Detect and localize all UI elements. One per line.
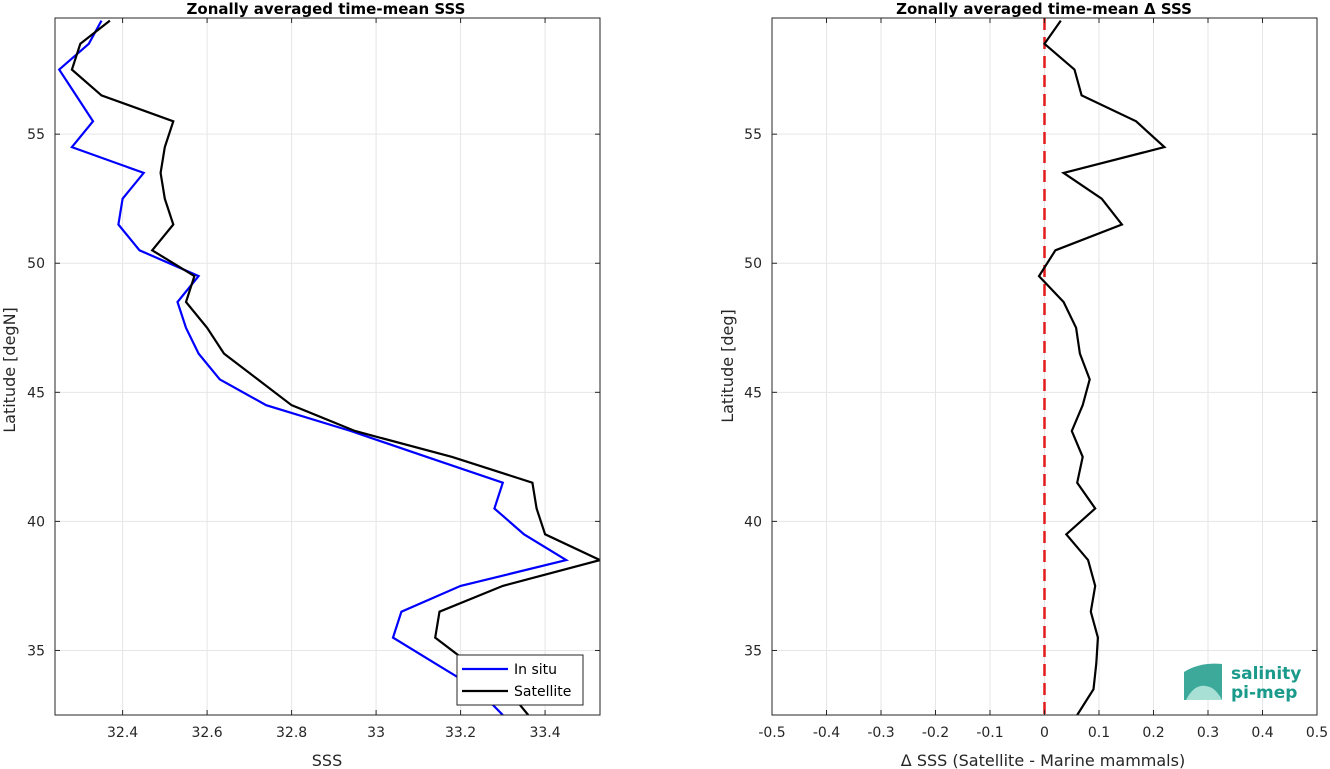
right-x-tick-label: -0.5 (758, 725, 785, 741)
right-x-tick-label: -0.2 (922, 725, 949, 741)
left-line-in-situ (57, 20, 570, 715)
left-y-tick-label: 55 (27, 127, 45, 143)
right-x-tick-label: -0.1 (976, 725, 1003, 741)
right-x-tick-label: -0.3 (867, 725, 894, 741)
left-y-tick-label: 45 (27, 385, 45, 401)
right-x-tick-label: -0.4 (813, 725, 840, 741)
right-y-tick-label: 45 (744, 385, 762, 401)
right-y-tick-label: 55 (744, 127, 762, 143)
left-series-lines (57, 19, 600, 715)
left-line-satellite (70, 19, 600, 715)
right-y-tick-label: 50 (744, 256, 762, 272)
legend-box (456, 654, 584, 706)
right-chart-title: Zonally averaged time-mean Δ SSS (896, 0, 1192, 18)
legend: In situ Satellite (456, 654, 584, 706)
left-x-tick-label: 33 (367, 725, 385, 741)
left-panel: Zonally averaged time-mean SSS 32.4 32.6 3… (0, 0, 601, 769)
legend-in-situ-label: In situ (514, 662, 557, 678)
right-x-tick-label: 0.3 (1197, 725, 1219, 741)
right-x-axis-label: Δ SSS (Satellite - Marine mammals) (901, 751, 1185, 769)
left-y-tick-label: 40 (27, 514, 45, 530)
right-x-tick-label: 0.2 (1142, 725, 1164, 741)
right-x-tick-label: 0.1 (1088, 725, 1110, 741)
left-x-tick-label: 32.6 (192, 725, 223, 741)
right-series-lines (1037, 19, 1167, 715)
salinity-pi-mep-logo: salinity pi-mep (1184, 663, 1301, 703)
right-y-tick-label: 40 (744, 514, 762, 530)
left-plot-background (55, 18, 600, 715)
right-x-tick-label: 0.4 (1251, 725, 1273, 741)
left-y-tick-label: 50 (27, 256, 45, 272)
legend-satellite-label: Satellite (514, 684, 571, 700)
right-x-tick-label: 0.5 (1306, 725, 1328, 741)
left-x-tick-label: 32.4 (107, 725, 138, 741)
right-line-series-0 (1037, 19, 1167, 715)
left-x-axis-label: SSS (312, 751, 342, 769)
left-x-tick-label: 33.2 (445, 725, 476, 741)
logo-text-salinity: salinity (1231, 664, 1301, 684)
left-x-tick-label: 32.8 (276, 725, 307, 741)
left-ticks: 32.4 32.6 32.8 33 33.2 33.4 35 40 45 50 55 (27, 18, 600, 741)
right-y-axis-label: Latitude [deg] (718, 309, 737, 423)
left-plot-frame (54, 17, 601, 716)
left-grid (55, 18, 600, 715)
left-y-axis-label: Latitude [degN] (0, 307, 19, 433)
left-chart-title: Zonally averaged time-mean SSS (187, 0, 466, 18)
left-x-tick-label: 33.4 (529, 725, 560, 741)
right-y-tick-label: 35 (744, 643, 762, 659)
left-y-tick-label: 35 (27, 643, 45, 659)
right-ticks: -0.5 -0.4 -0.3 -0.2 -0.1 0 0.1 0.2 0.3 0.4 0.5 35 40… (744, 18, 1328, 741)
right-x-tick-label: 0 (1040, 725, 1049, 741)
logo-wave-highlight (1186, 685, 1222, 700)
logo-text-pi-mep: pi-mep (1231, 683, 1297, 703)
right-panel: Zonally averaged time-mean Δ SSS -0.5 -0.… (718, 0, 1328, 769)
